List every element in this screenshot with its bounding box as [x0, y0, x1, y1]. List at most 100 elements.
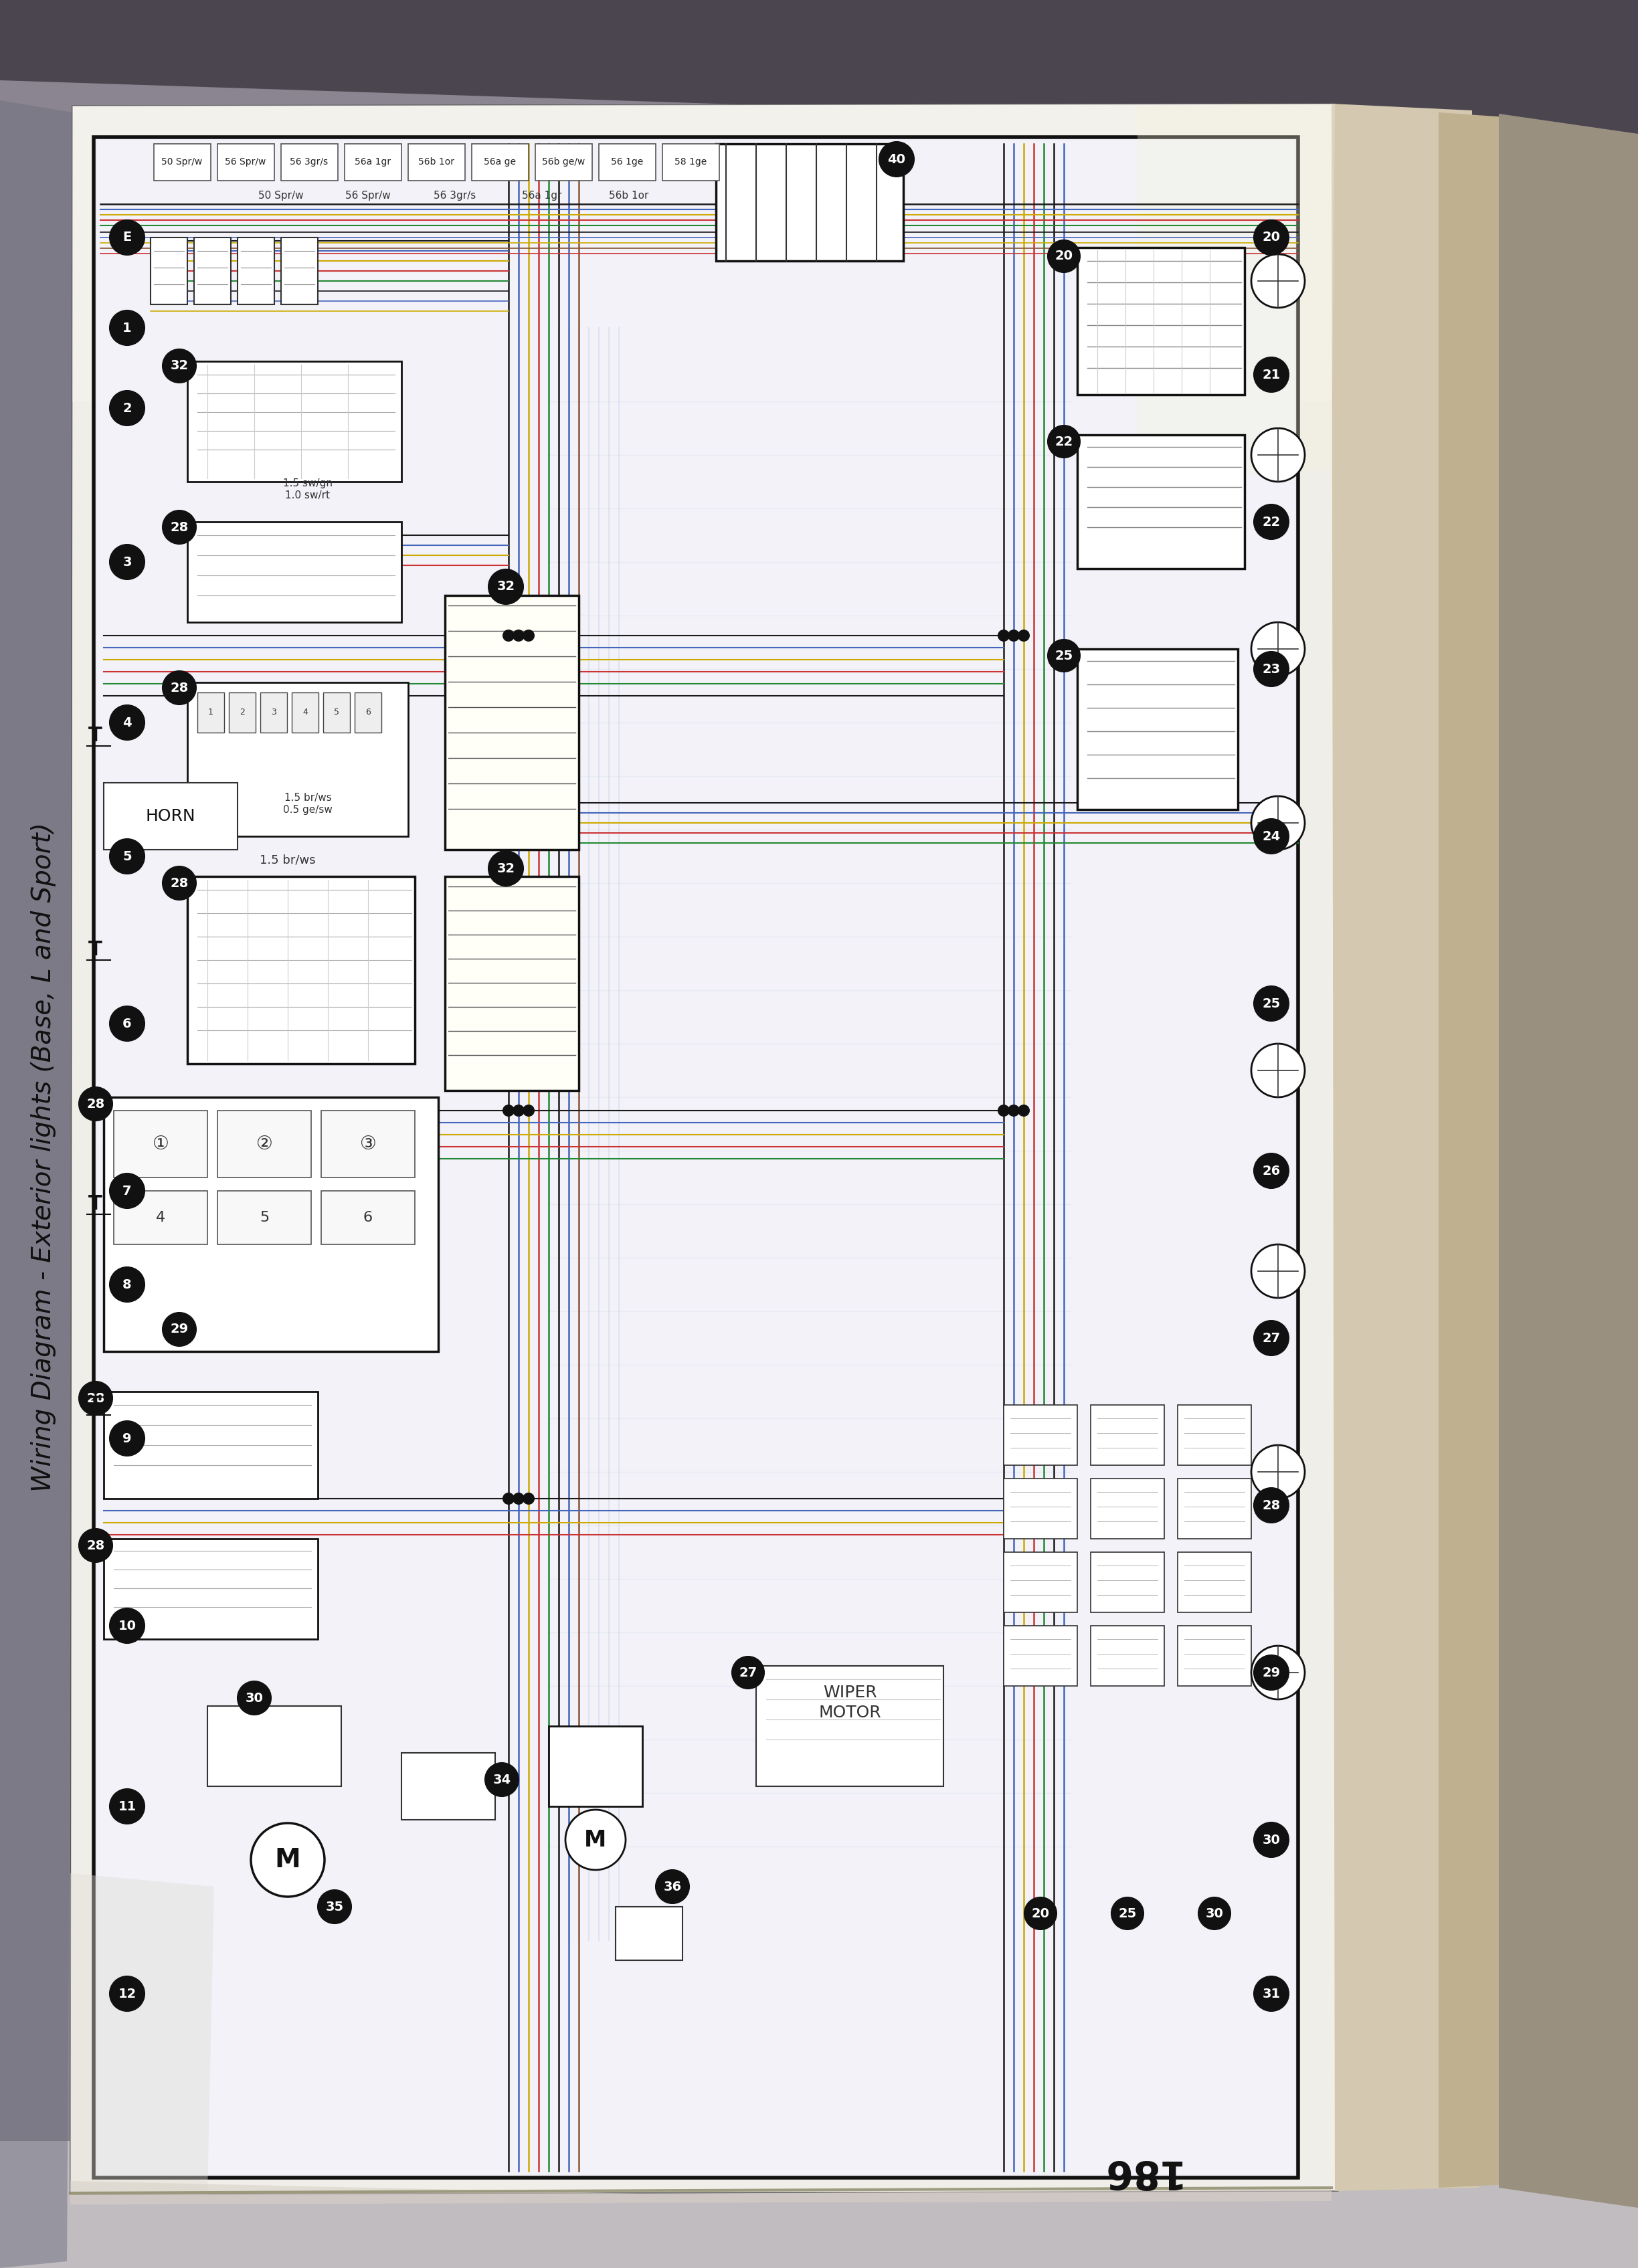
Text: 35: 35: [326, 1901, 344, 1914]
Text: 5: 5: [334, 708, 339, 717]
FancyBboxPatch shape: [229, 692, 256, 733]
Circle shape: [162, 866, 197, 900]
Circle shape: [523, 631, 534, 642]
FancyBboxPatch shape: [1091, 1479, 1165, 1538]
Text: 56 3gr/s: 56 3gr/s: [434, 191, 477, 200]
Text: 28: 28: [1263, 1499, 1281, 1513]
Text: 2: 2: [123, 401, 131, 415]
Circle shape: [732, 1656, 765, 1690]
FancyBboxPatch shape: [154, 143, 211, 181]
Circle shape: [655, 1869, 690, 1903]
Circle shape: [162, 510, 197, 544]
FancyBboxPatch shape: [282, 238, 318, 304]
Text: 3: 3: [123, 556, 131, 569]
FancyBboxPatch shape: [1004, 1551, 1078, 1613]
Circle shape: [1255, 987, 1289, 1021]
FancyBboxPatch shape: [321, 1111, 414, 1177]
FancyBboxPatch shape: [103, 1098, 439, 1352]
Text: 30: 30: [1263, 1833, 1281, 1846]
Text: 32: 32: [496, 862, 514, 875]
FancyBboxPatch shape: [323, 692, 351, 733]
Circle shape: [79, 1381, 113, 1415]
Circle shape: [238, 1681, 270, 1715]
Text: M: M: [275, 1846, 301, 1873]
Polygon shape: [70, 1873, 215, 2195]
Circle shape: [880, 143, 914, 177]
Text: MOTOR: MOTOR: [819, 1706, 881, 1721]
Text: 1.5 sw/gn: 1.5 sw/gn: [283, 479, 333, 488]
Circle shape: [162, 349, 197, 383]
Circle shape: [1255, 1154, 1289, 1188]
FancyBboxPatch shape: [208, 1706, 341, 1787]
Circle shape: [1255, 503, 1289, 540]
FancyBboxPatch shape: [113, 1111, 208, 1177]
Circle shape: [110, 1268, 144, 1302]
Polygon shape: [1137, 104, 1335, 481]
Text: 21: 21: [1263, 367, 1281, 381]
Text: 1.5 br/ws: 1.5 br/ws: [260, 855, 316, 866]
Text: 29: 29: [1263, 1667, 1281, 1678]
Polygon shape: [1332, 104, 1479, 2191]
FancyBboxPatch shape: [1078, 247, 1245, 395]
FancyBboxPatch shape: [716, 143, 903, 261]
FancyBboxPatch shape: [401, 1753, 495, 1819]
Polygon shape: [0, 0, 1638, 134]
Circle shape: [1251, 1043, 1305, 1098]
Text: 5: 5: [123, 850, 131, 862]
Circle shape: [1251, 254, 1305, 308]
Text: 30: 30: [246, 1692, 264, 1703]
Text: 56b 1or: 56b 1or: [418, 156, 454, 166]
Circle shape: [110, 544, 144, 578]
Circle shape: [1007, 631, 1020, 642]
Text: 9: 9: [123, 1431, 131, 1445]
Text: 27: 27: [1263, 1331, 1281, 1345]
FancyBboxPatch shape: [600, 143, 655, 181]
Text: 25: 25: [1263, 998, 1281, 1009]
Circle shape: [1048, 240, 1079, 272]
FancyBboxPatch shape: [103, 1393, 318, 1499]
Text: 56 Spr/w: 56 Spr/w: [346, 191, 391, 200]
FancyBboxPatch shape: [1178, 1626, 1251, 1685]
Text: 186: 186: [1097, 2152, 1178, 2191]
Text: 6: 6: [364, 1211, 373, 1225]
Polygon shape: [72, 104, 1335, 401]
Text: 24: 24: [1263, 830, 1281, 844]
Text: 56a 1gr: 56a 1gr: [354, 156, 391, 166]
FancyBboxPatch shape: [616, 1907, 683, 1960]
Text: 56 1ge: 56 1ge: [611, 156, 644, 166]
FancyBboxPatch shape: [187, 361, 401, 481]
FancyBboxPatch shape: [103, 1538, 318, 1640]
Text: 12: 12: [118, 1987, 136, 2000]
Circle shape: [251, 1823, 324, 1896]
Circle shape: [1017, 631, 1030, 642]
Circle shape: [1255, 651, 1289, 687]
FancyBboxPatch shape: [218, 143, 274, 181]
FancyBboxPatch shape: [187, 683, 408, 837]
Polygon shape: [1499, 113, 1638, 2207]
FancyBboxPatch shape: [97, 141, 1294, 2175]
FancyBboxPatch shape: [193, 238, 231, 304]
Circle shape: [1048, 640, 1079, 671]
Circle shape: [79, 1529, 113, 1563]
Text: 5: 5: [259, 1211, 269, 1225]
Circle shape: [998, 1105, 1009, 1116]
Text: ①: ①: [152, 1134, 169, 1154]
Text: 1: 1: [123, 322, 131, 333]
Circle shape: [1251, 429, 1305, 481]
Text: T: T: [88, 1395, 102, 1415]
Polygon shape: [1438, 113, 1509, 2189]
FancyBboxPatch shape: [757, 1667, 943, 1787]
Text: 22: 22: [1055, 435, 1073, 447]
Text: Wiring Diagram - Exterior lights (Base, L and Sport): Wiring Diagram - Exterior lights (Base, …: [31, 823, 56, 1492]
Text: T: T: [88, 1195, 102, 1213]
Circle shape: [1255, 1975, 1289, 2012]
Text: 32: 32: [496, 581, 514, 594]
Text: E: E: [123, 231, 131, 245]
Circle shape: [488, 569, 523, 603]
FancyBboxPatch shape: [1178, 1404, 1251, 1465]
Circle shape: [488, 850, 523, 887]
Circle shape: [565, 1810, 626, 1869]
Circle shape: [110, 1975, 144, 2012]
Text: 26: 26: [1263, 1163, 1281, 1177]
Text: 36: 36: [663, 1880, 681, 1894]
